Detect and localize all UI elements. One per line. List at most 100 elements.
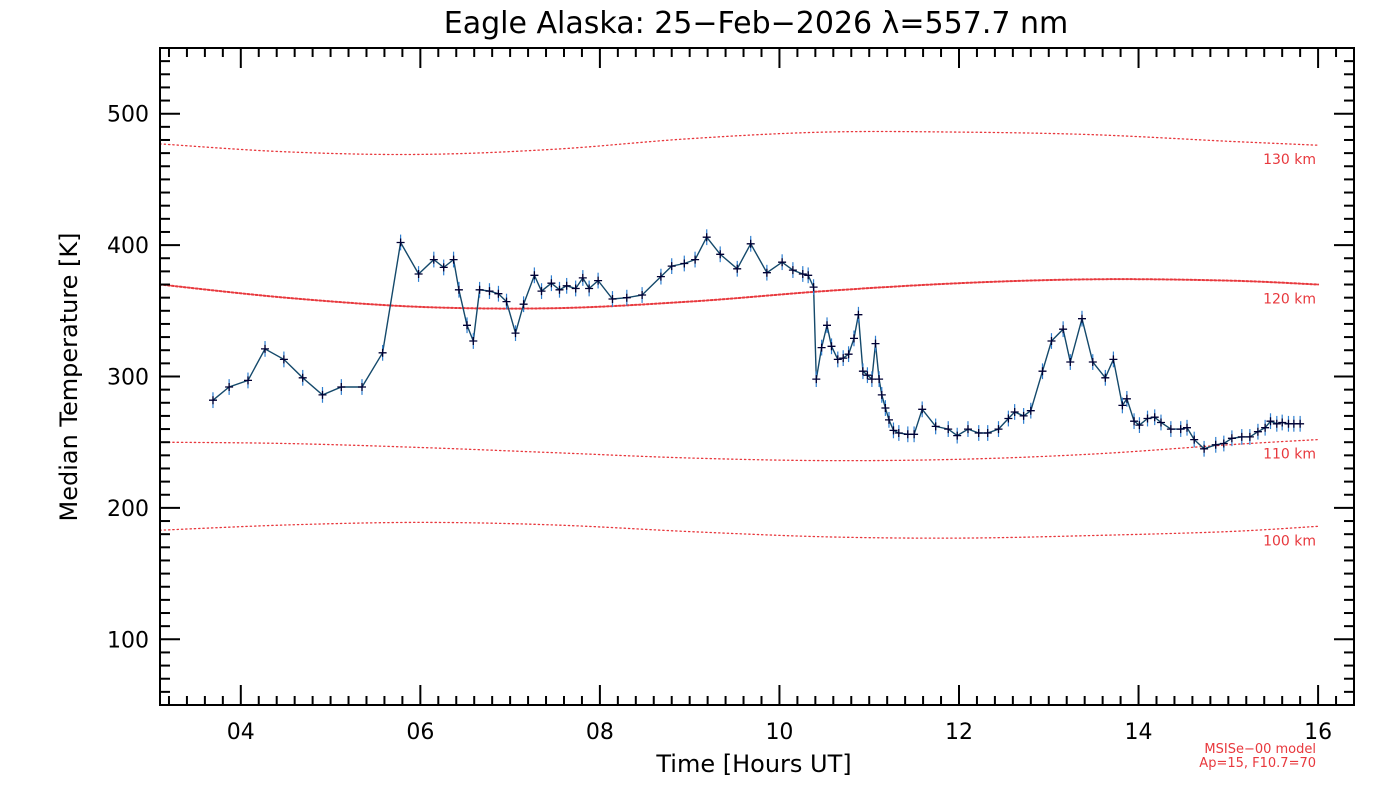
- data-point-84: [1047, 337, 1056, 345]
- data-point-18: [475, 285, 484, 294]
- data-point-47: [798, 270, 807, 278]
- data-point-100: [1183, 423, 1191, 432]
- model-curves: 130 km 120 km 110 km 100 km: [159, 130, 1320, 549]
- data-point-77: [983, 429, 992, 437]
- data-point-1: [225, 383, 234, 391]
- data-point-44: [762, 268, 771, 277]
- data-point-66: [885, 415, 893, 424]
- data-point-13: [439, 263, 448, 272]
- x-axis-label: Time [Hours UT]: [655, 750, 851, 778]
- data-point-14: [449, 255, 458, 264]
- data-point-83: [1038, 367, 1047, 376]
- data-point-4: [279, 355, 288, 364]
- data-point-73: [944, 425, 953, 434]
- data-point-20: [494, 289, 503, 298]
- data-point-89: [1101, 373, 1110, 382]
- y-tick-label-100: 100: [107, 628, 149, 653]
- data-point-80: [1010, 408, 1019, 416]
- data-point-51: [817, 343, 826, 352]
- data-point-2: [244, 376, 252, 385]
- data-point-75: [964, 425, 972, 434]
- data-point-70: [910, 430, 919, 439]
- model-curve-130-km: [159, 130, 1319, 156]
- data-point-65: [881, 404, 890, 412]
- data-point-68: [894, 429, 903, 437]
- data-point-92: [1122, 394, 1131, 403]
- data-point-86: [1066, 358, 1075, 366]
- data-point-106: [1237, 432, 1246, 441]
- data-point-48: [804, 271, 813, 280]
- data-point-81: [1019, 411, 1028, 420]
- data-point-57: [850, 334, 858, 343]
- data-point-93: [1130, 417, 1139, 426]
- data-point-111: [1272, 419, 1281, 428]
- data-point-21: [502, 297, 511, 306]
- data-point-19: [485, 287, 494, 296]
- data-point-107: [1245, 432, 1254, 441]
- y-axis-label: Median Temperature [K]: [55, 232, 83, 521]
- data-point-55: [839, 354, 848, 363]
- data-point-56: [844, 350, 853, 359]
- axis-ticks: [160, 48, 1355, 705]
- model-label-110-km: 110 km: [1263, 447, 1316, 463]
- data-point-52: [823, 321, 831, 330]
- data-point-40: [702, 233, 711, 242]
- x-tick-label-14: 14: [1125, 720, 1153, 745]
- y-tick-label-500: 500: [107, 103, 149, 128]
- data-point-71: [918, 405, 927, 414]
- plot-frame: [159, 47, 1355, 706]
- data-point-60: [863, 371, 872, 380]
- data-point-27: [555, 285, 564, 294]
- model-curve-110-km: [159, 438, 1319, 462]
- data-point-5: [298, 373, 307, 382]
- data-point-88: [1088, 358, 1097, 366]
- data-point-74: [953, 431, 962, 440]
- data-point-87: [1078, 314, 1086, 323]
- data-point-39: [691, 255, 700, 264]
- model-curve-100-km: [159, 521, 1319, 539]
- data-point-23: [519, 300, 528, 309]
- data-point-104: [1219, 439, 1228, 448]
- x-tick-label-16: 16: [1304, 720, 1332, 745]
- data-point-97: [1157, 418, 1165, 427]
- model-label-100-km: 100 km: [1263, 533, 1316, 549]
- data-point-6: [318, 390, 327, 399]
- data-point-3: [261, 344, 269, 353]
- data-point-35: [638, 291, 647, 299]
- data-point-34: [622, 293, 631, 302]
- series-line: [212, 235, 1301, 450]
- data-point-24: [530, 271, 539, 280]
- data-point-7: [337, 383, 346, 391]
- data-point-26: [547, 279, 556, 288]
- data-point-78: [994, 425, 1003, 434]
- data-point-76: [974, 429, 983, 437]
- model-note-line-1: MSISe−00 model: [1204, 742, 1316, 757]
- data-point-102: [1200, 444, 1209, 453]
- data-point-53: [827, 342, 836, 351]
- model-note-line-2: Ap=15, F10.7=70: [1199, 756, 1316, 771]
- model-label-130-km: 130 km: [1263, 152, 1316, 168]
- data-point-95: [1143, 414, 1152, 423]
- data-point-10: [396, 238, 405, 247]
- data-point-46: [788, 266, 797, 275]
- data-point-99: [1176, 425, 1185, 434]
- data-point-109: [1261, 423, 1270, 432]
- model-label-120-km: 120 km: [1263, 292, 1316, 308]
- data-point-50: [812, 375, 821, 384]
- data-point-28: [562, 281, 571, 290]
- data-point-112: [1278, 418, 1287, 427]
- data-point-37: [667, 262, 676, 271]
- data-point-82: [1026, 406, 1035, 415]
- data-point-94: [1135, 421, 1144, 430]
- data-point-17: [469, 337, 478, 345]
- data-point-98: [1166, 425, 1175, 434]
- data-point-36: [656, 272, 665, 281]
- data-point-58: [854, 310, 863, 319]
- x-tick-label-12: 12: [945, 720, 973, 745]
- data-point-16: [463, 321, 471, 330]
- data-point-33: [608, 295, 617, 303]
- data-point-108: [1253, 427, 1262, 436]
- data-point-90: [1109, 355, 1118, 364]
- data-point-38: [680, 259, 689, 268]
